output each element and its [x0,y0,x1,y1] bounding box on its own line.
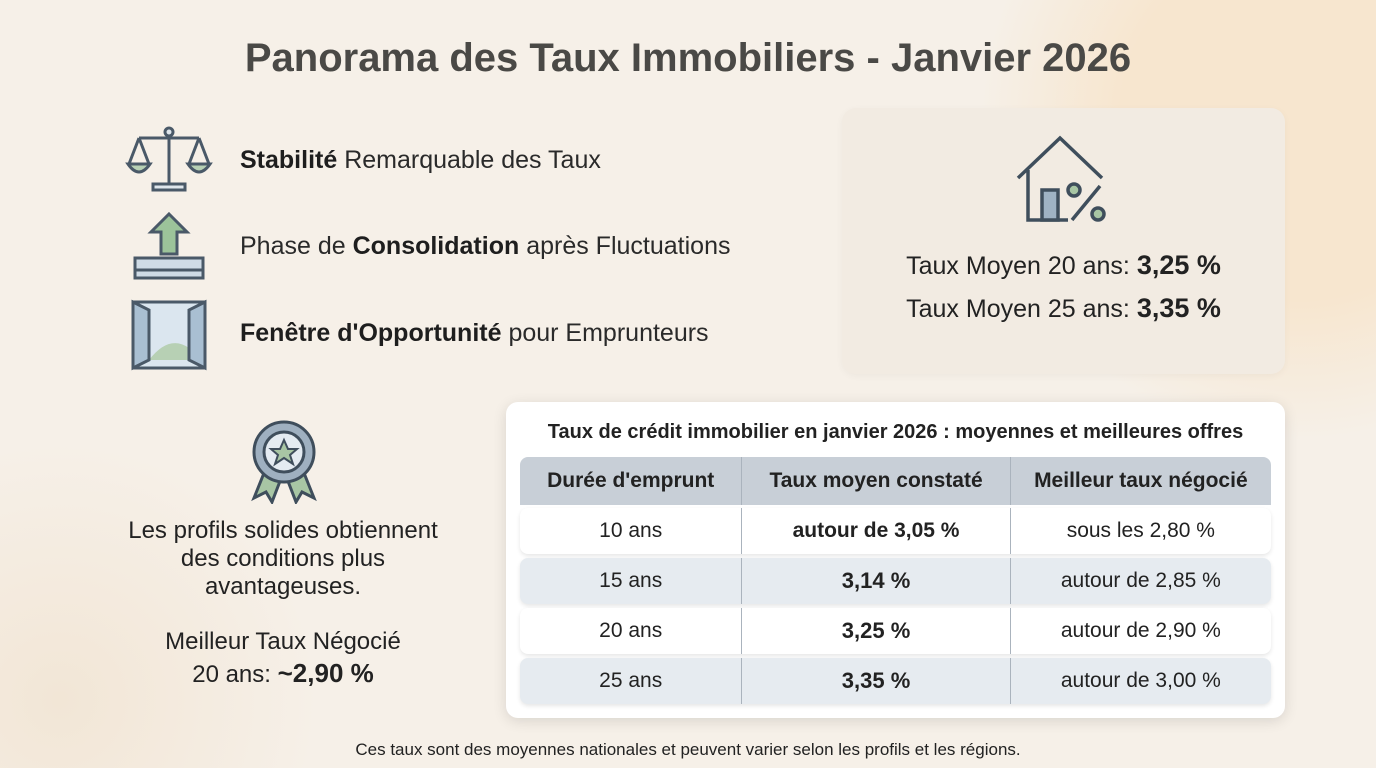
table-cell: autour de 2,85 % [1060,569,1221,592]
highlight-part: pour Emprunteurs [508,319,709,347]
average-line: Taux Moyen 20 ans: 3,25 % [842,250,1285,281]
best-line: 20 ans: ~2,90 % [113,658,453,689]
table-cell: 20 ans [599,619,663,642]
icons [125,126,213,371]
average-value: 3,25 % [1136,250,1221,280]
average-label: Taux Moyen 25 ans: [906,295,1130,323]
table-cell: 10 ans [599,519,663,542]
highlight-part: après Fluctuations [526,232,731,260]
highlight: Fenêtre d'Opportunité pour Emprunteurs [240,319,709,348]
header-cell: Durée d'emprunt [547,469,715,492]
header-cell: Meilleur taux négocié [1034,469,1248,492]
highlight-part: Remarquable des Taux [344,146,601,174]
profile-text: Les profils solides obtiennent des condi… [128,517,438,600]
average-label: Taux Moyen 20 ans: [906,252,1130,280]
highlight: Phase de Consolidation après Fluctuation… [240,232,730,261]
header-cell: Taux moyen constaté [741,457,1011,505]
average-line: Taux Moyen 25 ans: 3,35 % [842,293,1285,324]
table-row: 10 ans autour de 3,05 % sous les 2,80 % [520,508,1271,554]
average-card [842,108,1285,374]
best-label: 20 ans: [192,661,271,688]
table-row: 20 ans 3,25 % autour de 2,90 % [520,608,1271,654]
table-row: 25 ans 3,35 % autour de 3,00 % [520,658,1271,704]
title: Panorama des Taux Immobiliers - Janvier … [244,36,1132,80]
best-label: Meilleur Taux Négocié [165,628,401,655]
table-cell: 3,14 % [741,558,1011,604]
highlight-part: Stabilité [240,146,338,174]
table-cell: sous les 2,80 % [1066,519,1215,542]
table-cell: 3,25 % [741,608,1011,654]
highlight-part: Phase de [240,232,346,260]
highlight-part: Fenêtre d'Opportunité [240,319,502,347]
table-cell: 3,35 % [741,658,1011,704]
medal-icon [251,420,317,504]
table-cell: autour de 3,00 % [1060,669,1221,692]
table-header: Durée d'emprunt Taux moyen constaté Meil… [520,457,1271,505]
footnote: Ces taux sont des moyennes nationales et… [355,740,1021,759]
average-value: 3,35 % [1136,293,1221,323]
highlight: Stabilité Remarquable des Taux [240,146,601,175]
table-cell: 25 ans [599,669,663,692]
table-cell: 15 ans [599,569,663,592]
table-cell: autour de 3,05 % [741,508,1011,554]
house-icon [1016,135,1106,222]
table-row: 15 ans 3,14 % autour de 2,85 % [520,558,1271,604]
table-title: Taux de crédit immobilier en janvier 202… [547,421,1244,443]
best-value: ~2,90 % [277,658,374,688]
table-cell: autour de 2,90 % [1060,619,1221,642]
highlight-part: Consolidation [352,232,520,260]
